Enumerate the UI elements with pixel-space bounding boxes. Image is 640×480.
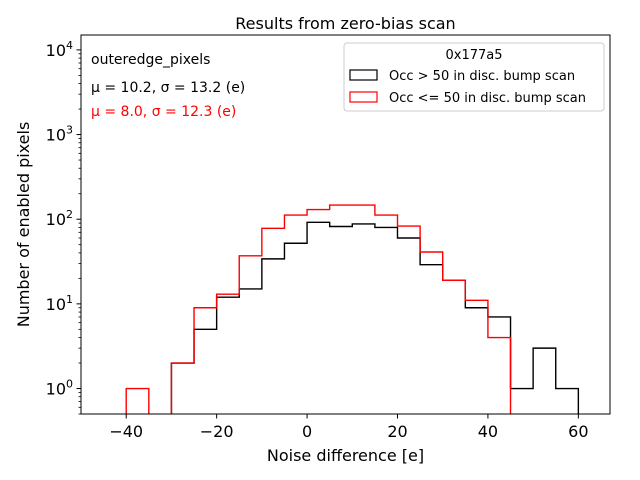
stats-annotations: outeredge_pixels μ = 10.2, σ = 13.2 (e) μ … [91,52,245,120]
y-tick-label: 104 [46,39,73,60]
x-tick-label: −40 [109,422,143,441]
x-tick-label: −20 [200,422,234,441]
x-tick-label: 60 [568,422,588,441]
y-tick-label: 103 [46,124,73,145]
y-axis-ticks: 100 101 102 103 104 [46,39,81,415]
y-tick-label: 101 [46,293,73,314]
histogram-step-line [170,221,580,414]
legend-entries: Occ > 50 in disc. bump scan Occ <= 50 in … [349,69,586,106]
annotation-stats-black: μ = 10.2, σ = 13.2 (e) [91,80,245,96]
legend-swatch [349,91,378,103]
series-occ-above-50 [170,221,580,414]
y-tick-label: 100 [46,378,73,399]
annotation-stats-red: μ = 8.0, σ = 12.3 (e) [91,104,236,120]
chart-title: Results from zero-bias scan [235,14,455,33]
x-tick-label: 40 [478,422,498,441]
legend: 0x177a5 Occ > 50 in disc. bump scan Occ <… [343,42,605,112]
x-axis-label: Noise difference [e] [267,446,424,465]
plot-series [125,204,580,414]
legend-swatch [349,69,378,81]
legend-title: 0x177a5 [445,48,502,63]
annotation-region: outeredge_pixels [91,52,210,68]
x-axis-ticks: −40 −20 0 20 40 60 [109,414,589,441]
x-tick-label: 0 [302,422,312,441]
y-tick-label: 102 [46,208,73,229]
plot-frame [80,34,611,415]
x-tick-label: 20 [387,422,407,441]
legend-entry-label: Occ <= 50 in disc. bump scan [389,91,586,106]
histogram-step-line [125,204,512,414]
series-occ-below-50 [125,204,512,414]
y-axis-label: Number of enabled pixels [14,122,33,328]
legend-entry-label: Occ > 50 in disc. bump scan [389,69,575,84]
legend-box [343,42,605,112]
